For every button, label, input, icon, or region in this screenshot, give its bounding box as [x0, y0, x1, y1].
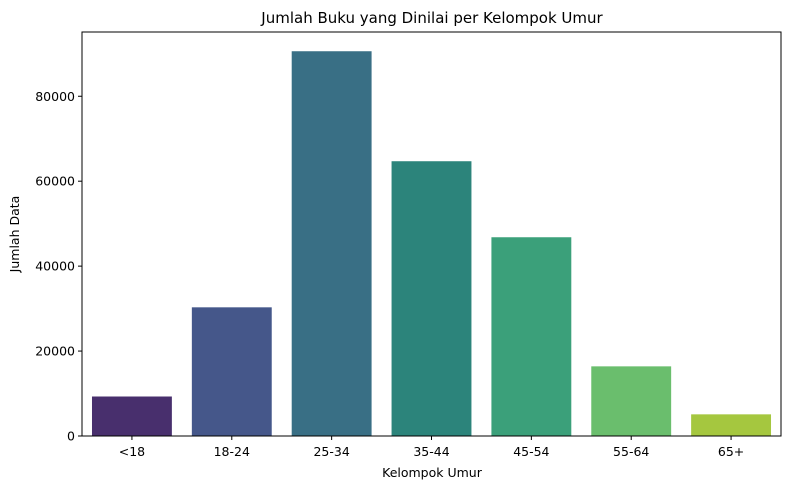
y-tick-label-3: 60000 [35, 174, 75, 189]
bar-1 [191, 307, 272, 436]
x-tick-label-2: 25-34 [313, 444, 349, 459]
bar-2 [291, 51, 372, 436]
x-tick-label-5: 55-64 [613, 444, 649, 459]
y-tick-label-4: 80000 [35, 89, 75, 104]
x-tick-label-1: 18-24 [214, 444, 250, 459]
plot-frame [81, 31, 782, 437]
chart-title: Jumlah Buku yang Dinilai per Kelompok Um… [260, 9, 603, 27]
bar-5 [591, 366, 672, 436]
y-axis-title: Jumlah Data [7, 196, 22, 274]
x-axis-title: Kelompok Umur [382, 465, 483, 480]
y-tick-label-1: 20000 [35, 344, 75, 359]
bar-4 [491, 237, 572, 436]
bar-0 [91, 396, 172, 436]
y-axis-ticks: 0 20000 40000 60000 80000 [35, 89, 82, 444]
x-tick-label-0: <18 [119, 444, 145, 459]
bar-3 [391, 161, 472, 436]
x-tick-label-3: 35-44 [413, 444, 449, 459]
x-tick-label-4: 45-54 [513, 444, 549, 459]
x-tick-label-6: 65+ [718, 444, 744, 459]
x-axis-ticks: <18 18-24 25-34 35-44 45-54 55-64 65+ [119, 436, 744, 459]
y-tick-label-0: 0 [67, 429, 75, 444]
y-tick-label-2: 40000 [35, 259, 75, 274]
bars-group [91, 51, 772, 436]
bar-6 [691, 414, 772, 436]
